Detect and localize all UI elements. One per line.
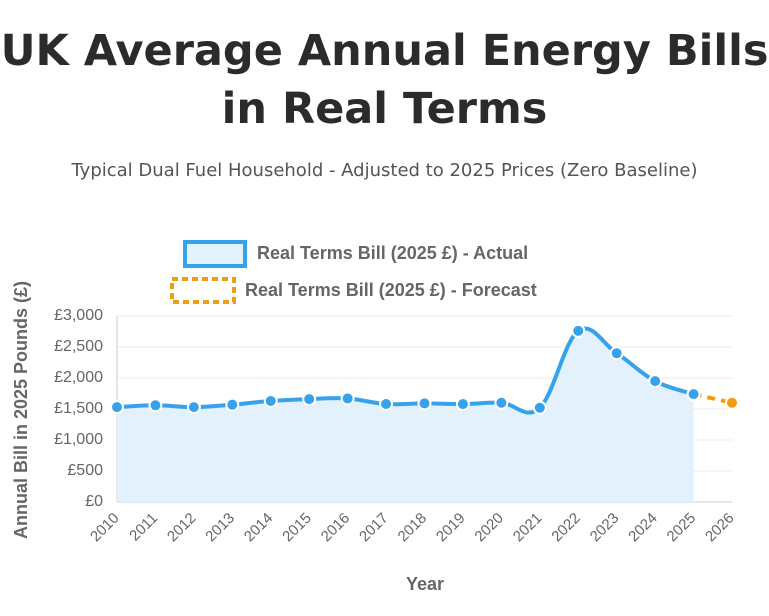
data-point — [725, 395, 739, 410]
y-tick-label: £1,500 — [54, 400, 103, 417]
data-point — [263, 393, 278, 408]
data-point — [186, 400, 201, 415]
x-tick-label: 2020 — [471, 510, 507, 546]
x-tick-label: 2023 — [587, 510, 623, 546]
x-tick-label: 2021 — [510, 510, 546, 546]
data-point — [110, 400, 124, 415]
x-axis-title: Year — [406, 574, 444, 594]
y-tick-label: £2,500 — [54, 338, 103, 355]
x-tick-label: 2019 — [433, 510, 469, 546]
data-point — [148, 398, 163, 413]
data-point — [225, 397, 240, 412]
series-line — [116, 326, 695, 415]
x-tick-label: 2015 — [279, 510, 315, 546]
data-point — [609, 346, 624, 361]
data-point — [340, 391, 355, 406]
x-tick-label: 2024 — [625, 510, 661, 546]
x-tick-label: 2025 — [664, 510, 700, 546]
data-point — [302, 392, 317, 407]
legend-label: Real Terms Bill (2025 £) - Forecast — [245, 280, 537, 300]
data-point — [417, 396, 432, 411]
x-tick-label: 2011 — [126, 510, 161, 545]
series-area — [117, 328, 694, 502]
legend-swatch — [170, 277, 236, 304]
x-tick-label: 2013 — [202, 510, 238, 546]
x-tick-label: 2012 — [164, 510, 200, 546]
x-tick-label: 2016 — [318, 510, 354, 546]
x-tick-label: 2018 — [395, 510, 431, 546]
x-tick-label: 2026 — [702, 510, 738, 546]
data-point — [532, 400, 547, 415]
y-tick-label: £3,000 — [54, 307, 103, 324]
y-tick-label: £2,000 — [54, 369, 103, 386]
legend-swatch — [183, 240, 247, 268]
x-tick-label: 2010 — [87, 510, 123, 546]
y-tick-label: £0 — [85, 493, 103, 510]
y-tick-label: £500 — [67, 462, 103, 479]
x-tick-label: 2017 — [356, 510, 392, 546]
data-point — [455, 397, 470, 412]
data-point — [379, 397, 394, 412]
data-point — [494, 395, 509, 410]
x-tick-label: 2014 — [241, 510, 277, 546]
y-tick-label: £1,000 — [54, 431, 103, 448]
legend-label: Real Terms Bill (2025 £) - Actual — [257, 243, 528, 263]
data-point — [648, 374, 663, 389]
chart-title: UK Average Annual Energy Bills in Real T… — [0, 26, 769, 134]
y-axis-title: Annual Bill in 2025 Pounds (£) — [11, 281, 31, 539]
data-point — [686, 387, 701, 402]
chart-subtitle: Typical Dual Fuel Household - Adjusted t… — [71, 160, 698, 181]
data-point — [571, 323, 586, 338]
x-tick-label: 2022 — [548, 510, 584, 546]
